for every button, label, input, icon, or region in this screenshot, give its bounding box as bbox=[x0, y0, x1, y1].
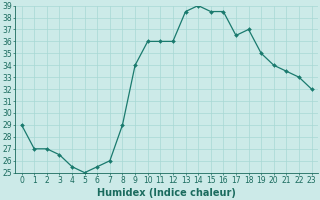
X-axis label: Humidex (Indice chaleur): Humidex (Indice chaleur) bbox=[97, 188, 236, 198]
